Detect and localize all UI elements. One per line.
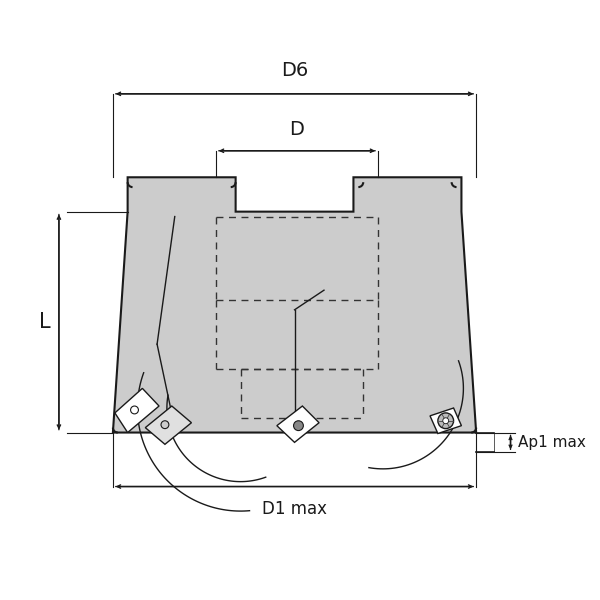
Polygon shape [145, 406, 191, 445]
Text: D6: D6 [281, 61, 308, 80]
Polygon shape [113, 177, 476, 433]
Circle shape [293, 421, 304, 431]
Circle shape [443, 418, 449, 424]
Circle shape [161, 421, 169, 428]
Polygon shape [277, 406, 319, 442]
Circle shape [438, 413, 454, 428]
Text: D: D [290, 120, 304, 139]
Text: Ap1 max: Ap1 max [518, 435, 586, 450]
Circle shape [131, 406, 139, 414]
Text: D1 max: D1 max [262, 500, 327, 518]
Polygon shape [430, 408, 461, 434]
Polygon shape [115, 388, 159, 433]
Text: L: L [40, 312, 51, 332]
